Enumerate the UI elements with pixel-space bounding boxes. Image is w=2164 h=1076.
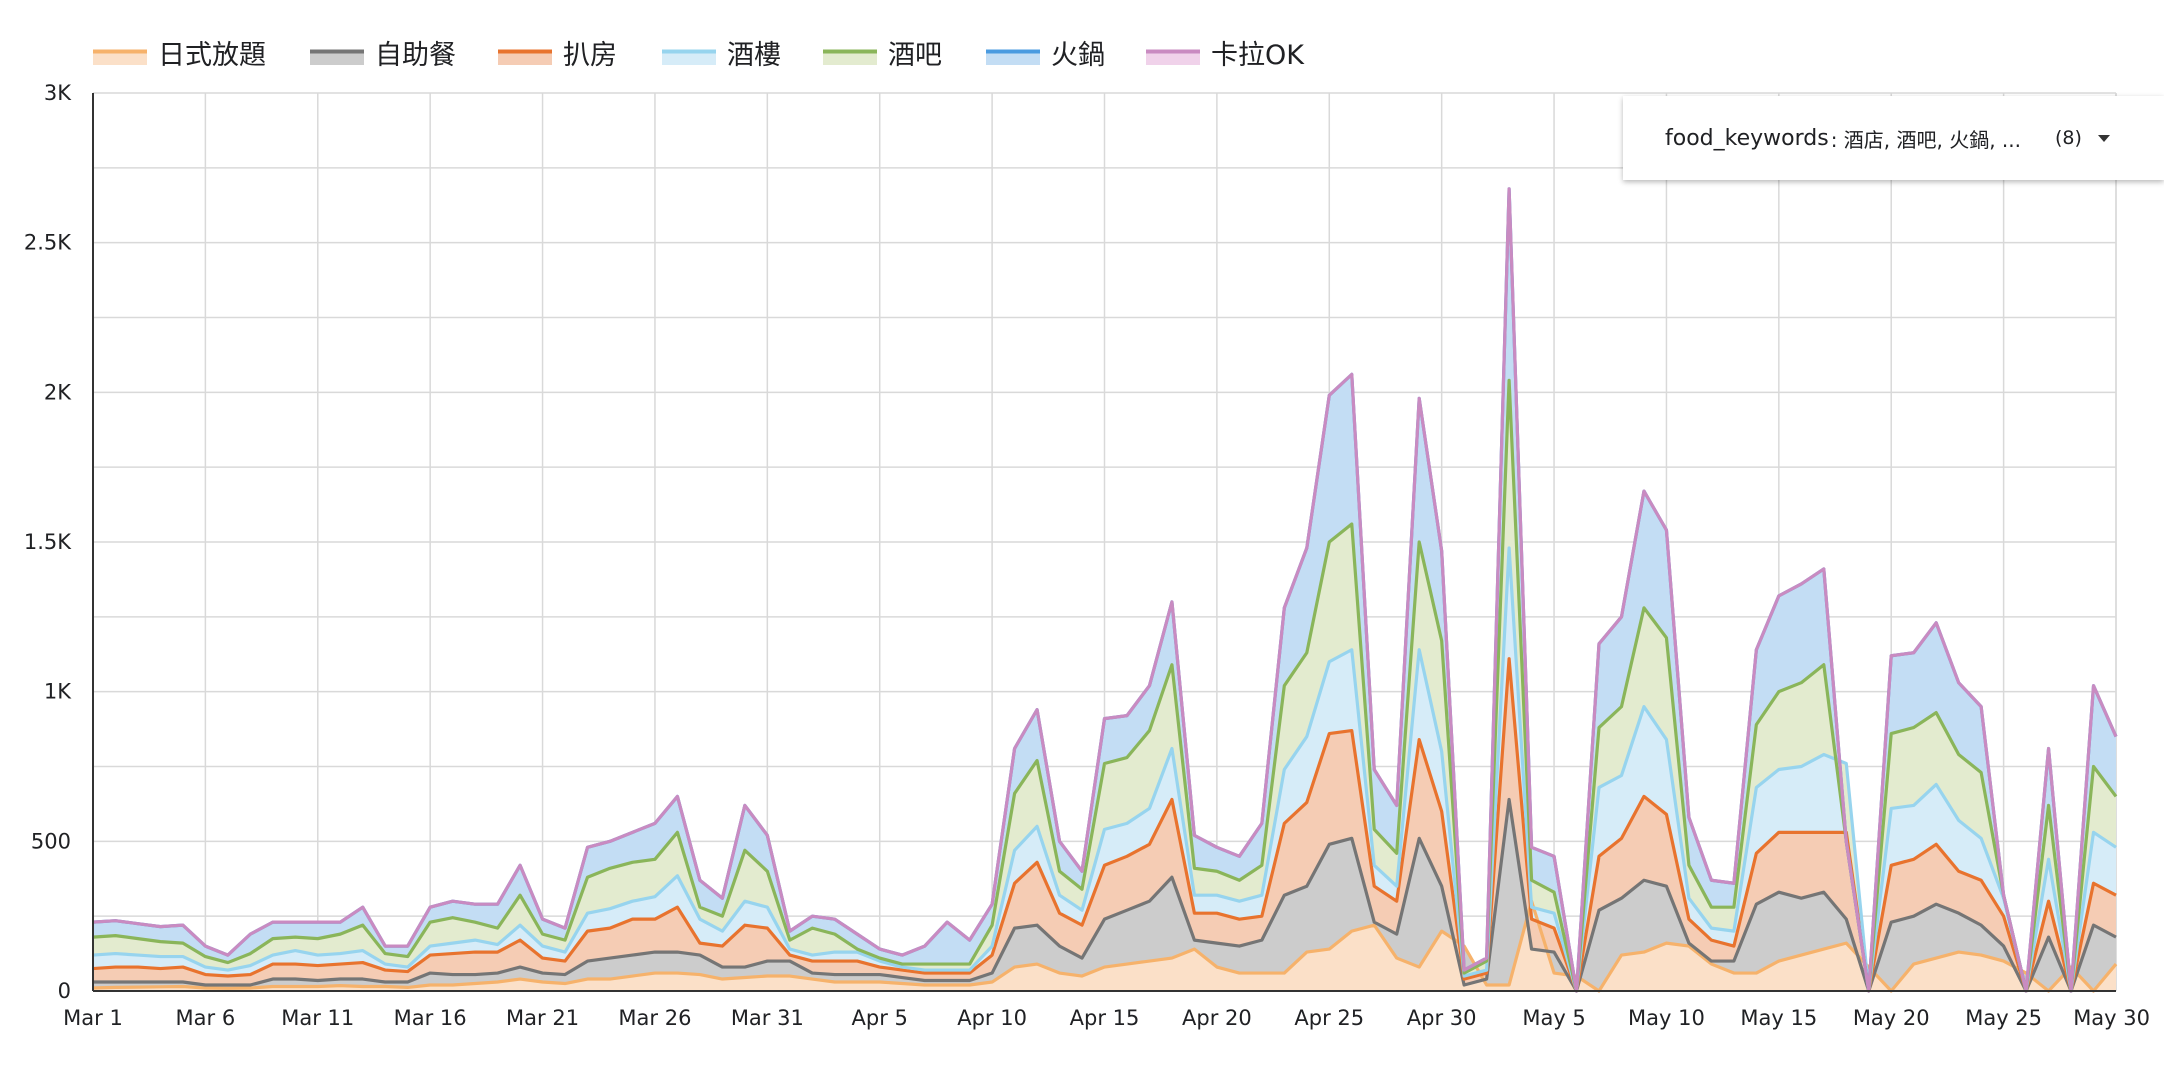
legend-swatch	[662, 50, 716, 65]
legend-item-7[interactable]: 卡拉OK	[1146, 40, 1305, 71]
legend-swatch	[498, 50, 552, 65]
y-tick-label: 2K	[44, 380, 72, 404]
legend-swatch	[310, 50, 364, 65]
filter-label: food_keywords	[1665, 125, 1829, 151]
x-tick-label: Mar 11	[281, 1006, 354, 1030]
x-tick-label: Mar 26	[618, 1006, 691, 1030]
series-line-2	[93, 797, 2117, 993]
legend-item-2[interactable]: 自助餐	[310, 40, 456, 71]
filter-selection-count: (8)	[2055, 127, 2082, 149]
axes	[92, 93, 2116, 992]
x-tick-label: Apr 25	[1294, 1006, 1364, 1030]
legend-label: 酒吧	[888, 40, 942, 71]
x-tick-label: Mar 21	[506, 1006, 579, 1030]
x-tick-label: Apr 30	[1407, 1006, 1477, 1030]
legend-item-5[interactable]: 酒吧	[823, 40, 942, 71]
x-tick-label: Apr 15	[1070, 1006, 1140, 1030]
x-tick-label: May 15	[1740, 1006, 1817, 1030]
series-line-3	[92, 657, 2117, 993]
legend-item-4[interactable]: 酒樓	[662, 40, 781, 71]
x-tick-label: May 5	[1522, 1006, 1585, 1030]
series-line-7	[92, 187, 2118, 993]
x-tick-label: May 10	[1628, 1006, 1705, 1030]
dropdown-arrow-icon[interactable]	[2097, 134, 2110, 142]
x-tick-label: Mar 6	[176, 1006, 236, 1030]
series-line-1	[92, 899, 2118, 993]
legend-label: 日式放題	[158, 40, 266, 71]
y-axis-ticks: 0 500 1K 1.5K 2K 2.5K 3K	[24, 81, 72, 1003]
legend-item-6[interactable]: 火鍋	[986, 40, 1105, 71]
y-tick-label: 0	[58, 979, 71, 1003]
filter-selected-values: : 酒店, 酒吧, 火鍋, ...	[1830, 127, 2021, 152]
x-tick-label: Apr 10	[957, 1006, 1027, 1030]
y-tick-label: 3K	[44, 81, 72, 105]
legend-label: 酒樓	[727, 40, 781, 71]
legend-swatch	[93, 50, 147, 65]
x-tick-label: May 30	[2073, 1006, 2150, 1030]
legend-swatch	[1146, 50, 1200, 65]
y-tick-label: 1.5K	[24, 530, 72, 554]
area-band-2[interactable]	[93, 799, 2116, 991]
area-fills	[93, 188, 2116, 992]
x-tick-label: Apr 5	[852, 1006, 908, 1030]
legend-swatch	[986, 50, 1040, 65]
x-tick-label: Mar 1	[63, 1006, 123, 1030]
legend-label: 扒房	[563, 40, 617, 71]
y-tick-label: 1K	[44, 680, 72, 704]
series-line-5	[92, 378, 2118, 993]
series-lines	[92, 187, 2118, 993]
legend-label: 自助餐	[375, 40, 456, 71]
x-tick-label: May 25	[1965, 1006, 2042, 1030]
legend[interactable]: 日式放題 自助餐 扒房 酒樓 酒吧 火鍋 卡拉OK	[93, 40, 1305, 71]
x-axis-ticks: Mar 1 Mar 6 Mar 11 Mar 16 Mar 21 Mar 26 Mar 31…	[63, 1006, 2150, 1030]
legend-item-1[interactable]: 日式放題	[93, 40, 266, 71]
x-tick-label: May 20	[1853, 1006, 1930, 1030]
series-line-4	[92, 546, 2117, 993]
y-tick-label: 500	[31, 829, 71, 853]
legend-label: 卡拉OK	[1211, 40, 1305, 71]
legend-item-3[interactable]: 扒房	[498, 40, 617, 71]
area-band-1[interactable]	[93, 901, 2116, 991]
x-tick-label: Mar 16	[394, 1006, 467, 1030]
x-tick-label: Apr 20	[1182, 1006, 1252, 1030]
x-tick-label: Mar 31	[731, 1006, 804, 1030]
food-keywords-filter-dropdown[interactable]: food_keywords : 酒店, 酒吧, 火鍋, ... (8)	[1623, 96, 2164, 180]
y-tick-label: 2.5K	[24, 231, 72, 255]
legend-swatch	[823, 50, 877, 65]
legend-label: 火鍋	[1051, 40, 1105, 71]
